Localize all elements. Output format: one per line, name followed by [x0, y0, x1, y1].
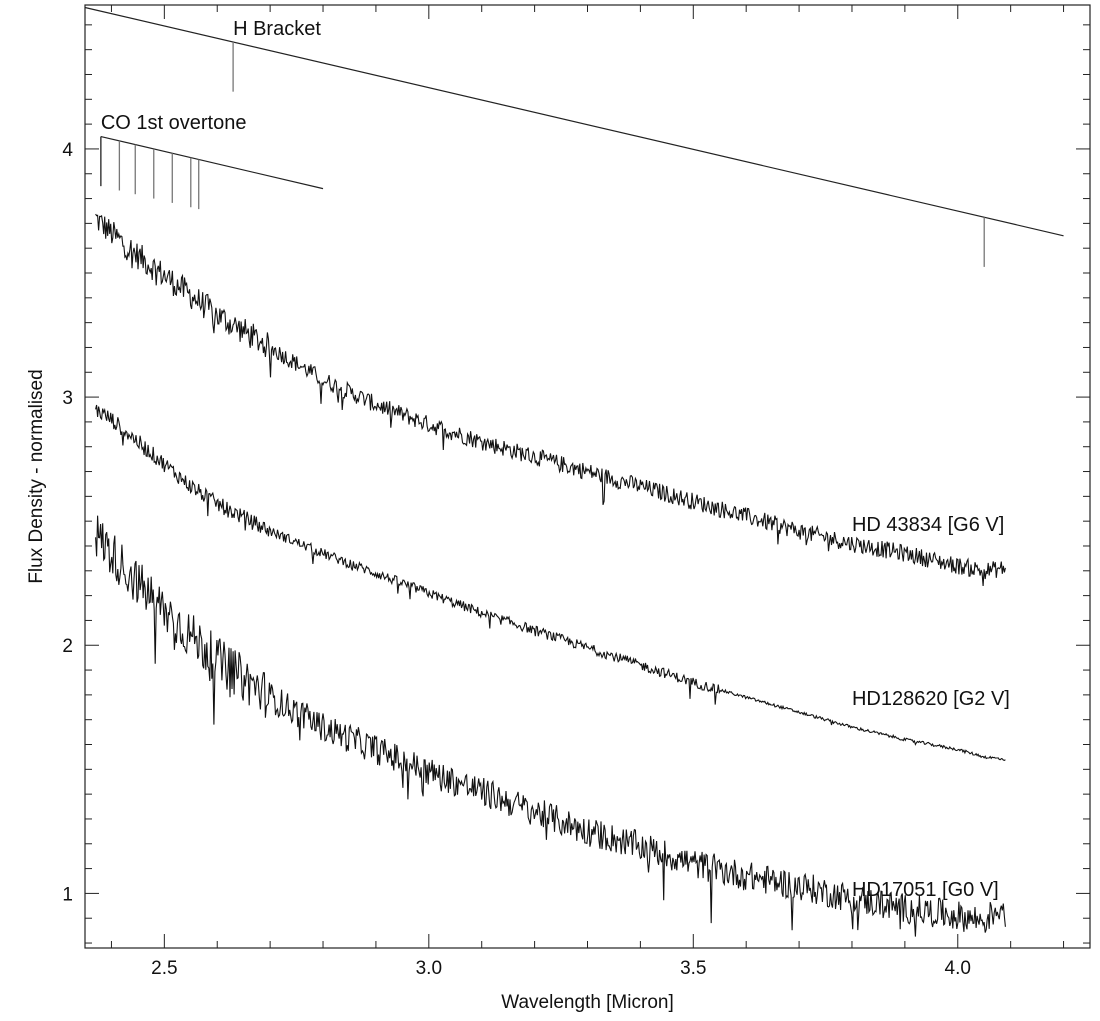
- x-tick-label: 3.5: [680, 958, 706, 979]
- y-tick-label: 3: [62, 388, 73, 409]
- annotation-1: CO 1st overtone: [100, 112, 324, 210]
- x-axis-ticks: 2.5 3.0 3.5 4.0: [110, 5, 1065, 979]
- spectra-series: HD 43834 [G6 V] HD128620 [G2 V] HD17051 [G…: [95, 213, 1010, 937]
- y-axis-label: Flux Density - normalised: [26, 369, 47, 583]
- series-1: HD128620 [G2 V]: [95, 404, 1010, 762]
- annotation-label: CO 1st overtone: [101, 112, 247, 134]
- y-tick-label: 2: [62, 636, 73, 657]
- line-annotations: H Bracket CO 1st overtone: [84, 6, 1064, 267]
- series-label: HD128620 [G2 V]: [852, 688, 1010, 710]
- y-tick-label: 4: [62, 140, 73, 161]
- series-line: [95, 515, 1006, 937]
- annotation-label: H Bracket: [233, 18, 321, 40]
- series-line: [95, 213, 1006, 587]
- x-axis-label: Wavelength [Micron]: [501, 992, 673, 1013]
- x-tick-label: 2.5: [151, 958, 177, 979]
- series-label: HD 43834 [G6 V]: [852, 514, 1004, 536]
- series-0: HD 43834 [G6 V]: [95, 213, 1006, 587]
- annotation-line: [84, 6, 1064, 237]
- plot-frame: [84, 4, 1091, 949]
- annotation-0: H Bracket: [84, 6, 1064, 267]
- series-line: [95, 404, 1006, 762]
- x-tick-label: 3.0: [416, 958, 442, 979]
- y-tick-label: 1: [62, 884, 73, 905]
- series-label: HD17051 [G0 V]: [852, 879, 999, 901]
- annotation-line: [100, 135, 324, 190]
- y-axis-ticks: 1 2 3 4: [62, 24, 1090, 944]
- x-tick-label: 4.0: [945, 958, 971, 979]
- series-2: HD17051 [G0 V]: [95, 515, 1006, 937]
